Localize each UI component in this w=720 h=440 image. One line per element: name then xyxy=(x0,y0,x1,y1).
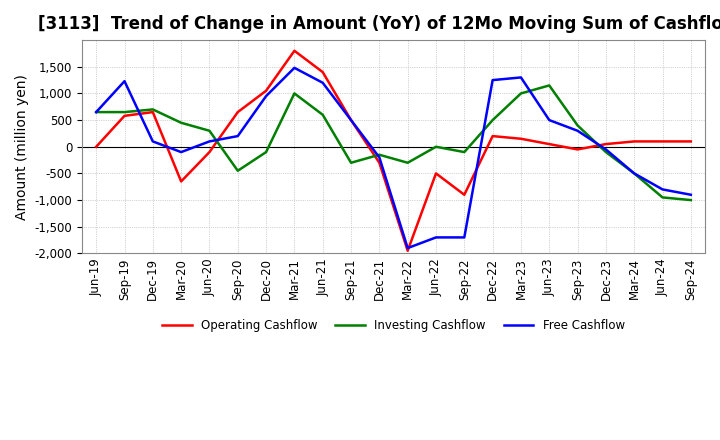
Operating Cashflow xyxy=(630,139,639,144)
Free Cashflow xyxy=(92,110,101,115)
Operating Cashflow xyxy=(517,136,526,141)
Operating Cashflow xyxy=(488,133,497,139)
Investing Cashflow xyxy=(262,150,271,155)
Investing Cashflow xyxy=(403,160,412,165)
Free Cashflow xyxy=(602,147,611,152)
Investing Cashflow xyxy=(148,107,157,112)
Free Cashflow xyxy=(545,117,554,123)
Free Cashflow xyxy=(148,139,157,144)
Operating Cashflow xyxy=(120,113,129,118)
Free Cashflow xyxy=(517,75,526,80)
Free Cashflow xyxy=(205,139,214,144)
Operating Cashflow xyxy=(347,117,356,123)
Investing Cashflow xyxy=(347,160,356,165)
Investing Cashflow xyxy=(488,117,497,123)
Free Cashflow xyxy=(120,78,129,84)
Investing Cashflow xyxy=(687,198,696,203)
Free Cashflow xyxy=(375,155,384,160)
Operating Cashflow xyxy=(205,150,214,155)
Free Cashflow xyxy=(488,77,497,83)
Operating Cashflow xyxy=(92,144,101,150)
Free Cashflow xyxy=(347,117,356,123)
Free Cashflow xyxy=(460,235,469,240)
Operating Cashflow xyxy=(602,141,611,147)
Investing Cashflow xyxy=(177,120,186,125)
Investing Cashflow xyxy=(517,91,526,96)
Investing Cashflow xyxy=(375,152,384,158)
Operating Cashflow xyxy=(573,147,582,152)
Free Cashflow xyxy=(318,80,327,85)
Free Cashflow xyxy=(687,192,696,198)
Investing Cashflow xyxy=(318,112,327,117)
Investing Cashflow xyxy=(120,110,129,115)
Free Cashflow xyxy=(573,128,582,133)
Title: [3113]  Trend of Change in Amount (YoY) of 12Mo Moving Sum of Cashflows: [3113] Trend of Change in Amount (YoY) o… xyxy=(38,15,720,33)
Operating Cashflow xyxy=(687,139,696,144)
Line: Operating Cashflow: Operating Cashflow xyxy=(96,51,691,251)
Free Cashflow xyxy=(403,246,412,251)
Investing Cashflow xyxy=(205,128,214,133)
Operating Cashflow xyxy=(233,110,242,115)
Line: Free Cashflow: Free Cashflow xyxy=(96,68,691,248)
Operating Cashflow xyxy=(290,48,299,53)
Investing Cashflow xyxy=(573,123,582,128)
Operating Cashflow xyxy=(658,139,667,144)
Investing Cashflow xyxy=(658,195,667,200)
Y-axis label: Amount (million yen): Amount (million yen) xyxy=(15,74,29,220)
Investing Cashflow xyxy=(545,83,554,88)
Operating Cashflow xyxy=(375,160,384,165)
Free Cashflow xyxy=(233,133,242,139)
Line: Investing Cashflow: Investing Cashflow xyxy=(96,85,691,200)
Investing Cashflow xyxy=(290,91,299,96)
Investing Cashflow xyxy=(630,171,639,176)
Operating Cashflow xyxy=(460,192,469,198)
Free Cashflow xyxy=(432,235,441,240)
Free Cashflow xyxy=(630,171,639,176)
Free Cashflow xyxy=(290,65,299,70)
Operating Cashflow xyxy=(545,141,554,147)
Operating Cashflow xyxy=(318,70,327,75)
Investing Cashflow xyxy=(602,150,611,155)
Operating Cashflow xyxy=(148,110,157,115)
Free Cashflow xyxy=(177,150,186,155)
Operating Cashflow xyxy=(262,88,271,93)
Operating Cashflow xyxy=(432,171,441,176)
Investing Cashflow xyxy=(92,110,101,115)
Investing Cashflow xyxy=(233,168,242,173)
Operating Cashflow xyxy=(177,179,186,184)
Operating Cashflow xyxy=(403,248,412,253)
Legend: Operating Cashflow, Investing Cashflow, Free Cashflow: Operating Cashflow, Investing Cashflow, … xyxy=(158,315,629,337)
Investing Cashflow xyxy=(460,150,469,155)
Free Cashflow xyxy=(262,93,271,99)
Investing Cashflow xyxy=(432,144,441,150)
Free Cashflow xyxy=(658,187,667,192)
